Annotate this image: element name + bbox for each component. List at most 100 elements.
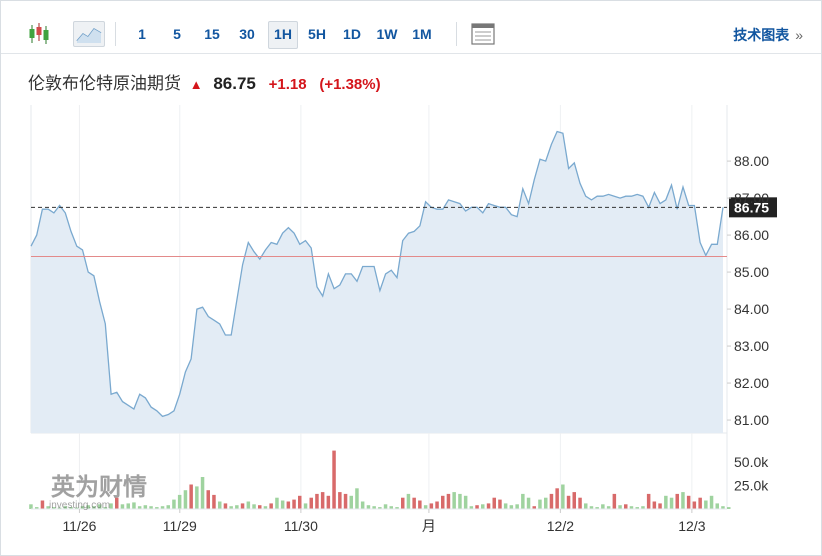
watermark-logo-text: 英为财情 (51, 474, 147, 501)
volume-bar (206, 490, 210, 509)
volume-bar (652, 501, 657, 509)
volume-bar (280, 500, 285, 509)
volume-bar (515, 504, 519, 509)
price-area (30, 130, 724, 433)
interval-1d[interactable]: 1D (343, 26, 361, 42)
volume-bar (423, 505, 428, 509)
interval-5[interactable]: 5 (173, 26, 181, 42)
volume-bar (338, 492, 342, 509)
watermark-site: investing.com (49, 500, 110, 511)
volume-bar (286, 501, 291, 509)
volume-bar (698, 497, 702, 509)
interval-5h[interactable]: 5H (308, 26, 326, 42)
volume-bar (155, 507, 159, 509)
volume-bar (463, 495, 468, 509)
volume-bar (646, 493, 651, 509)
volume-tick-label: 25.0k (734, 477, 769, 493)
y-tick-label: 86.00 (734, 227, 769, 243)
volume-bar (223, 503, 228, 509)
volume-bar (664, 495, 668, 509)
y-tick-label: 88.00 (734, 153, 769, 169)
candlestick-icon[interactable] (25, 21, 53, 47)
volume-bar (681, 492, 685, 509)
volume-bar (589, 506, 594, 509)
interval-1h[interactable]: 1H (268, 21, 298, 49)
watermark-logo: 英为财情 investing.com (49, 474, 147, 511)
volume-bar (229, 506, 233, 509)
volume-bar (86, 505, 90, 509)
volume-bar (441, 495, 445, 509)
interval-1w[interactable]: 1W (376, 26, 398, 42)
interval-1[interactable]: 1 (138, 26, 146, 42)
volume-bar (521, 493, 525, 509)
volume-bar (212, 494, 216, 509)
volume-bar (658, 503, 662, 509)
volume-bar (578, 497, 582, 509)
tech-chart-link[interactable]: 技术图表 » (733, 25, 803, 45)
volume-bar (183, 490, 188, 509)
volume-bar (92, 506, 96, 509)
interval-15[interactable]: 15 (204, 26, 220, 42)
volume-bar (63, 506, 68, 509)
volume-bar (629, 506, 634, 509)
volume-bar (275, 497, 279, 509)
interval-30[interactable]: 30 (239, 26, 255, 42)
volume-bar (97, 504, 102, 509)
volume-bar (389, 506, 393, 509)
price-area-fill (31, 131, 723, 433)
interval-1m[interactable]: 1M (412, 26, 432, 42)
volume-bar (635, 507, 639, 509)
area-chart-icon[interactable] (73, 21, 105, 47)
volume-bar (246, 501, 251, 509)
volume-bar (355, 488, 359, 509)
volume-bar (606, 506, 611, 509)
volume-bar (383, 504, 388, 509)
volume-bar (349, 495, 353, 509)
volume-bar (218, 501, 222, 509)
price-line (30, 130, 724, 418)
volume-bar (40, 500, 45, 509)
volume-bar (492, 497, 496, 509)
volume-bar (486, 503, 491, 509)
volume-bar (29, 504, 33, 509)
volume-axis: 25.0k 50.0k (734, 454, 769, 494)
volume-bar (315, 493, 319, 509)
table-icon[interactable] (469, 21, 497, 47)
y-tick-label: 85.00 (734, 264, 769, 280)
last-price-badge (729, 197, 777, 218)
volume-bar (235, 505, 239, 509)
volume-bar (137, 506, 142, 509)
volume-bar (189, 484, 193, 509)
volume-bar (166, 505, 170, 509)
volume-bar (263, 506, 268, 509)
x-tick-label: 11/30 (284, 518, 318, 534)
volume-bar (561, 484, 565, 509)
volume-bar (240, 503, 245, 509)
volume-bar (675, 493, 679, 509)
last-price: 86.75 (213, 74, 256, 93)
volume-bars (29, 450, 731, 510)
volume-bar (395, 507, 399, 509)
volume-bar (549, 493, 554, 509)
volume-bar (269, 503, 273, 509)
volume-bar (401, 497, 405, 509)
volume-bar (452, 492, 456, 509)
volume-bar (566, 495, 571, 509)
last-price-line: 86.75 (31, 197, 777, 218)
volume-bar (601, 504, 605, 509)
chevron-right-icon: » (795, 27, 803, 43)
volume-bar (612, 493, 617, 509)
volume-bar (69, 507, 73, 509)
volume-bar (378, 507, 382, 509)
volume-bar (172, 499, 176, 509)
volume-bar (503, 503, 508, 509)
x-tick-label: 11/26 (62, 518, 96, 534)
volume-bar (320, 492, 325, 509)
volume-bar (109, 503, 113, 509)
quote-header: 伦敦布伦特原油期货 ▲ 86.75 +1.18 (+1.38%) (28, 69, 381, 94)
price-chart[interactable]: 86.75 81.00 82.00 83.00 84.00 85.00 86.00 87.0… (1, 105, 821, 555)
volume-bar (509, 505, 514, 509)
volume-bar (526, 497, 531, 509)
volume-bar (481, 504, 485, 509)
